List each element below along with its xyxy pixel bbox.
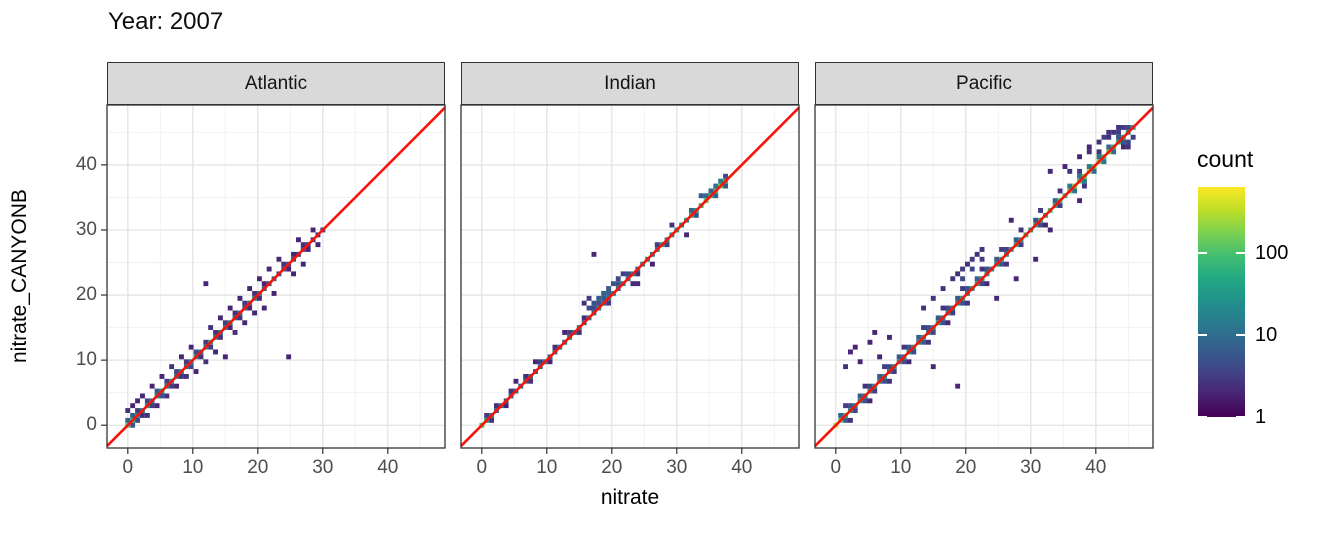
panel-indian — [460, 104, 800, 454]
plot-title: Year: 2007 — [108, 8, 224, 35]
x-tick-label: 40 — [731, 457, 753, 478]
y-tick-label: 30 — [75, 218, 97, 240]
legend-tick-mark — [1236, 251, 1245, 254]
x-tick-label: 30 — [666, 457, 688, 478]
x-tick-label: 20 — [247, 457, 269, 478]
identity-line — [106, 106, 446, 447]
x-tick-label: 0 — [830, 457, 842, 478]
legend-tick-label: 10 — [1255, 323, 1278, 346]
legend-tick-mark — [1236, 333, 1245, 336]
identity-line — [814, 106, 1154, 447]
identity-line — [460, 106, 800, 447]
legend-tick-label: 1 — [1255, 406, 1267, 428]
facet-strip-pacific: Pacific — [815, 62, 1153, 105]
x-tick-label: 0 — [122, 457, 134, 478]
facet-strip-label: Atlantic — [244, 72, 308, 94]
legend-colorbar — [1198, 187, 1245, 417]
facet-strip-label: Indian — [604, 72, 656, 94]
x-tick-label: 20 — [955, 457, 977, 478]
panel-pacific — [814, 104, 1154, 454]
legend-tick-mark — [1198, 333, 1207, 336]
x-axis-title: nitrate — [600, 486, 660, 509]
legend-tick-mark — [1236, 416, 1245, 418]
x-tick-label: 0 — [476, 457, 488, 478]
legend-tick-label: 100 — [1255, 241, 1289, 264]
legend-tick-mark — [1198, 251, 1207, 254]
x-tick-label: 30 — [1020, 457, 1042, 478]
y-tick-label: 40 — [75, 153, 97, 175]
x-tick-label: 40 — [1085, 457, 1107, 478]
facet-strip-label: Pacific — [956, 72, 1012, 94]
y-tick-label: 0 — [86, 414, 97, 436]
x-tick-label: 10 — [536, 457, 558, 478]
x-tick-label: 10 — [890, 457, 912, 478]
legend-tick-mark — [1198, 416, 1207, 418]
x-tick-label: 10 — [182, 457, 204, 478]
y-tick-label: 10 — [75, 349, 97, 371]
y-tick-label: 20 — [75, 284, 97, 306]
panel-atlantic — [101, 104, 446, 454]
x-tick-label: 30 — [312, 457, 334, 478]
x-tick-label: 40 — [377, 457, 399, 478]
y-axis-title: nitrate_CANYONB — [8, 189, 31, 364]
x-tick-label: 20 — [601, 457, 623, 478]
facet-strip-atlantic: Atlantic — [107, 62, 445, 105]
legend-title: count — [1197, 146, 1254, 172]
facet-strip-indian: Indian — [461, 62, 799, 105]
